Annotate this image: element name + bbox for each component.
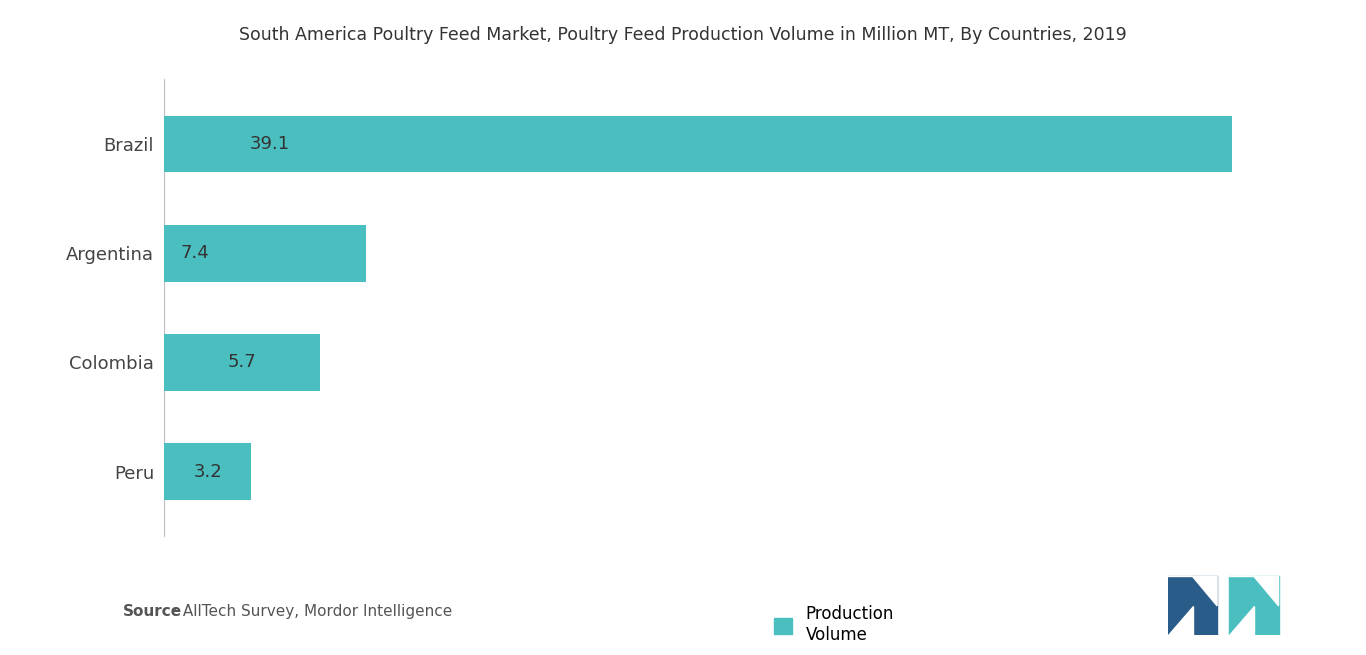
Text: 39.1: 39.1 [250, 135, 290, 153]
Text: South America Poultry Feed Market, Poultry Feed Production Volume in Million MT,: South America Poultry Feed Market, Poult… [239, 26, 1127, 44]
Legend: Production
Volume: Production Volume [769, 601, 899, 649]
Text: 5.7: 5.7 [227, 354, 257, 371]
Polygon shape [1168, 606, 1193, 635]
Bar [164, 334, 320, 391]
Text: : AllTech Survey, Mordor Intelligence: : AllTech Survey, Mordor Intelligence [168, 604, 452, 619]
Polygon shape [1229, 576, 1279, 635]
Bar [164, 443, 251, 500]
Polygon shape [1229, 606, 1254, 635]
Text: Source: Source [123, 604, 182, 619]
Polygon shape [1168, 576, 1217, 635]
Text: 3.2: 3.2 [193, 462, 223, 481]
Bar [164, 225, 366, 282]
Bar [164, 116, 1232, 172]
Polygon shape [1229, 576, 1279, 606]
Text: 7.4: 7.4 [180, 244, 209, 262]
Polygon shape [1168, 576, 1217, 606]
